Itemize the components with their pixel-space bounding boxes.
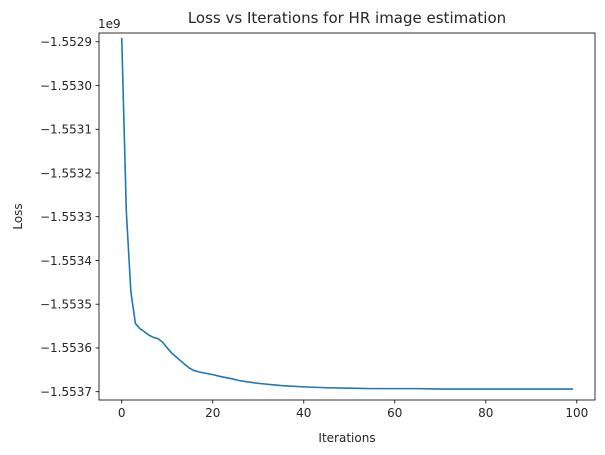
- y-tick-label: −1.5536: [40, 341, 92, 355]
- x-tick-label: 0: [118, 406, 126, 420]
- y-tick-label: −1.5531: [40, 123, 92, 137]
- y-offset-label: 1e9: [98, 17, 121, 31]
- x-tick-label: 60: [387, 406, 402, 420]
- y-axis-label: Loss: [11, 203, 25, 229]
- y-axis-ticks: −1.5529 −1.5530 −1.5531 −1.5532 −1.5533 −1.55…: [40, 35, 99, 399]
- x-tick-label: 40: [296, 406, 311, 420]
- y-tick-label: −1.5532: [40, 166, 92, 180]
- chart-title: Loss vs Iterations for HR image estimati…: [188, 9, 506, 27]
- y-tick-label: −1.5530: [40, 79, 92, 93]
- loss-series-line: [120, 37, 574, 390]
- x-tick-label: 20: [205, 406, 220, 420]
- x-tick-label: 100: [565, 406, 588, 420]
- x-tick-label: 80: [478, 406, 493, 420]
- plot-frame: [98, 32, 596, 401]
- y-tick-label: −1.5533: [40, 210, 92, 224]
- x-axis-label: Iterations: [318, 431, 375, 445]
- y-tick-label: −1.5537: [40, 385, 92, 399]
- plot-series: [120, 37, 574, 390]
- x-axis-ticks: 0 20 40 60 80 100: [118, 400, 588, 420]
- y-tick-label: −1.5529: [40, 35, 92, 49]
- y-tick-label: −1.5534: [40, 254, 92, 268]
- y-tick-label: −1.5535: [40, 298, 92, 312]
